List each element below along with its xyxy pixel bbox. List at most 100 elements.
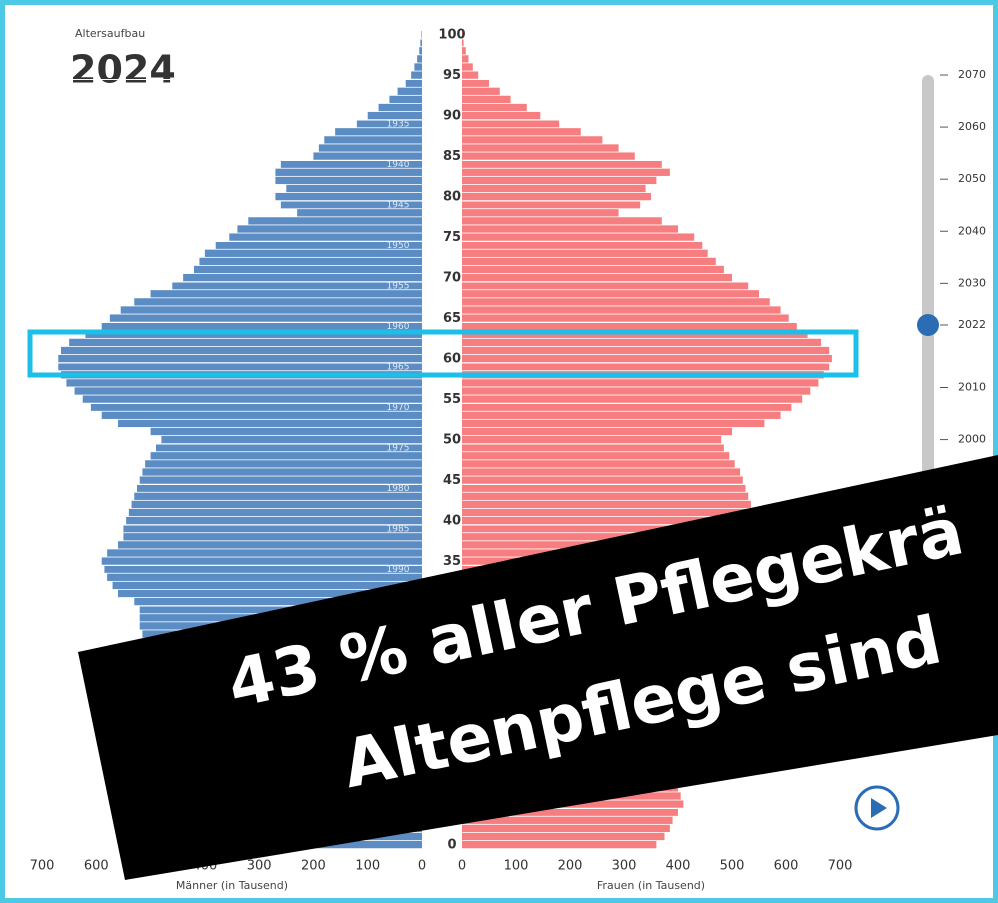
bar bbox=[462, 816, 673, 824]
bar bbox=[462, 144, 619, 152]
bar bbox=[120, 306, 422, 314]
x-tick-label: 700 bbox=[828, 859, 853, 874]
bar bbox=[286, 184, 422, 193]
bar bbox=[389, 95, 422, 104]
bar bbox=[123, 533, 422, 541]
bar bbox=[397, 87, 422, 95]
bar bbox=[462, 290, 759, 298]
bar bbox=[462, 282, 749, 290]
bar bbox=[462, 338, 822, 347]
highlight-box bbox=[27, 329, 859, 378]
bar bbox=[462, 39, 464, 47]
bar bbox=[462, 395, 803, 403]
bar bbox=[462, 468, 741, 476]
bar bbox=[82, 395, 422, 403]
bar bbox=[462, 379, 819, 387]
bar bbox=[142, 468, 422, 476]
x-tick-label: 400 bbox=[666, 859, 691, 874]
slider-tick-label: 2050 bbox=[958, 172, 986, 185]
bar bbox=[126, 516, 423, 525]
bar bbox=[90, 403, 422, 411]
age-tick-label: 65 bbox=[443, 311, 461, 326]
bar bbox=[74, 387, 423, 395]
bar bbox=[462, 209, 619, 217]
bar bbox=[131, 500, 423, 509]
bar bbox=[462, 128, 581, 136]
bar bbox=[215, 241, 422, 249]
bar bbox=[335, 128, 422, 136]
bar bbox=[156, 444, 422, 452]
bar bbox=[462, 47, 466, 55]
bar bbox=[462, 201, 641, 209]
bar bbox=[104, 565, 422, 573]
slider-tick-label: 2040 bbox=[958, 224, 986, 237]
bar bbox=[462, 387, 811, 395]
bar bbox=[134, 492, 423, 500]
age-tick-label: 40 bbox=[443, 514, 461, 529]
bar bbox=[275, 192, 422, 201]
bar bbox=[462, 217, 662, 225]
bar bbox=[462, 508, 754, 517]
x-axis-label: Männer (in Tausend) bbox=[176, 879, 288, 892]
age-tick-label: 100 bbox=[438, 28, 465, 43]
bar bbox=[280, 160, 422, 168]
slider-tick-label: 2060 bbox=[958, 120, 986, 133]
play-button[interactable] bbox=[854, 785, 900, 831]
bar bbox=[462, 136, 603, 144]
bar bbox=[462, 403, 792, 411]
cohort-label: 1965 bbox=[387, 363, 410, 373]
bar bbox=[419, 47, 422, 55]
bar bbox=[69, 338, 423, 347]
x-tick-label: 500 bbox=[720, 859, 745, 874]
slider-tick-label: 2030 bbox=[958, 276, 986, 289]
bar bbox=[237, 225, 422, 233]
bar bbox=[462, 63, 473, 71]
bar bbox=[462, 233, 695, 241]
bar bbox=[462, 265, 724, 274]
bar bbox=[161, 435, 422, 444]
bar bbox=[462, 533, 757, 541]
bar bbox=[194, 265, 422, 274]
bar bbox=[462, 79, 489, 87]
age-tick-label: 75 bbox=[443, 230, 461, 245]
x-tick-label: 0 bbox=[458, 859, 466, 874]
bar bbox=[61, 346, 422, 355]
cohort-label: 1970 bbox=[387, 403, 410, 413]
bar bbox=[229, 233, 422, 241]
bar bbox=[123, 525, 422, 533]
x-tick-label: 700 bbox=[30, 859, 55, 874]
bar bbox=[462, 476, 743, 484]
bar bbox=[405, 79, 422, 87]
bar bbox=[462, 257, 716, 266]
cohort-label: 1940 bbox=[387, 160, 410, 170]
bar bbox=[462, 71, 479, 79]
bar bbox=[275, 168, 422, 176]
bar bbox=[462, 452, 730, 460]
slider-tick-label: 2000 bbox=[958, 433, 986, 446]
bar bbox=[462, 346, 830, 355]
bar bbox=[280, 201, 422, 209]
cohort-label: 1960 bbox=[387, 322, 410, 332]
bar bbox=[462, 273, 732, 282]
bar bbox=[462, 411, 781, 419]
bar bbox=[462, 808, 678, 816]
bar bbox=[462, 241, 703, 249]
cohort-label: 1980 bbox=[387, 484, 410, 494]
age-tick-label: 85 bbox=[443, 149, 461, 164]
slider-handle bbox=[917, 314, 939, 336]
bar bbox=[107, 573, 423, 581]
bar bbox=[462, 249, 708, 257]
age-tick-label: 60 bbox=[443, 352, 461, 367]
bar bbox=[318, 144, 422, 152]
bar bbox=[462, 160, 662, 168]
bar bbox=[66, 379, 422, 387]
x-tick-label: 600 bbox=[774, 859, 799, 874]
bar bbox=[414, 63, 422, 71]
cohort-label: 1985 bbox=[387, 525, 410, 535]
x-tick-label: 100 bbox=[504, 859, 529, 874]
cohort-label: 1975 bbox=[387, 444, 410, 454]
play-icon[interactable] bbox=[871, 798, 887, 818]
bar bbox=[462, 363, 830, 371]
cohort-label: 1945 bbox=[387, 201, 410, 211]
